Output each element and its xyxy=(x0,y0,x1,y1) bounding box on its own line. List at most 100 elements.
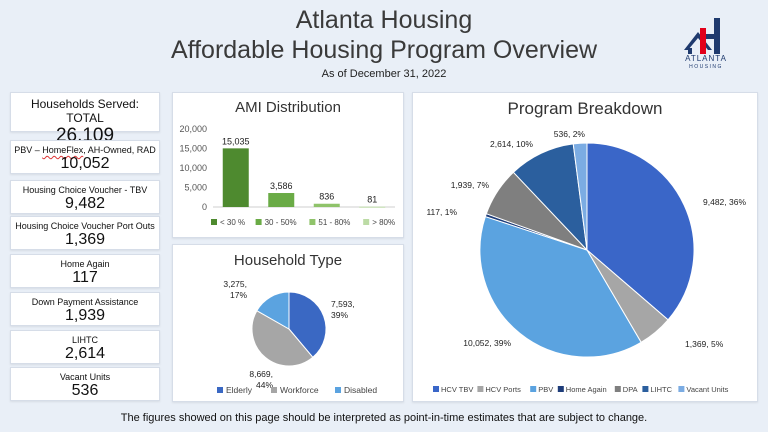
pie-slice-elderly xyxy=(288,291,327,359)
pie-slice-disabled xyxy=(256,291,290,330)
legend-label: DPA xyxy=(623,385,638,394)
y-tick-label: 10,000 xyxy=(179,163,207,173)
y-tick-label: 20,000 xyxy=(179,124,207,134)
kpi-label: Households Served: TOTAL xyxy=(30,97,140,125)
kpi-value: 1,939 xyxy=(64,307,106,324)
disclaimer-footer: The figures showed on this page should b… xyxy=(120,412,648,424)
atlanta-housing-logo xyxy=(684,18,720,54)
bar-data-label: 15,035 xyxy=(222,136,250,146)
kpi-label: PBV – HomeFlex, AH-Owned, RAD xyxy=(14,145,156,155)
legend-label: LIHTC xyxy=(650,385,672,394)
ami-bar-chart: 0 5,000 10,000 15,000 20,000 15,035 3,586 836 81… xyxy=(179,124,395,227)
pie-data-label: 2,614, 10% xyxy=(490,139,533,149)
legend-label: 30 - 50% xyxy=(265,218,297,227)
y-tick-label: 15,000 xyxy=(179,144,207,154)
kpi-value: 117 xyxy=(72,269,98,286)
bar-> 80% xyxy=(359,206,386,208)
kpi-value: 2,614 xyxy=(64,345,106,362)
logo-subtext: HOUSING xyxy=(689,64,723,70)
legend-label: Vacant Units xyxy=(686,385,728,394)
pie-data-label: 536, 2% xyxy=(554,129,586,139)
pie-data-label: 10,052, 39% xyxy=(463,338,511,348)
pie-data-label: 44% xyxy=(256,380,273,390)
legend-swatch xyxy=(309,219,316,225)
kpi-label: Down Payment Assistance xyxy=(31,297,139,307)
kpi-card-hcv-ports: Housing Choice Voucher Port Outs 1,369 xyxy=(10,216,160,250)
pie-slice-hcv-tbv xyxy=(586,142,695,321)
y-tick-label: 5,000 xyxy=(184,183,207,193)
legend-swatch xyxy=(530,386,537,392)
pie-slice-vacant-units xyxy=(572,142,588,251)
legend-swatch xyxy=(363,219,370,225)
legend-swatch xyxy=(557,386,564,392)
legend-swatch xyxy=(255,219,262,225)
legend-label: Home Again xyxy=(566,385,607,394)
kpi-value: 9,482 xyxy=(64,195,106,212)
kpi-value: 536 xyxy=(71,382,99,399)
pie-slice-pbv xyxy=(479,215,642,358)
kpi-label: Vacant Units xyxy=(59,372,111,382)
kpi-card-total: Households Served: TOTAL 26,109 xyxy=(10,92,160,146)
kpi-value: 10,052 xyxy=(60,155,110,172)
kpi-card-hcv-tbv: Housing Choice Voucher - TBV 9,482 xyxy=(10,180,160,214)
ami-distribution-panel: AMI Distribution 0 5,000 10,000 15,000 20,00… xyxy=(172,92,404,238)
household-type-panel: Household Type 7,593, 39% 8,669, 44% 3,275, 1… xyxy=(172,244,404,402)
bar-data-label: 81 xyxy=(367,195,377,205)
legend-label: > 80% xyxy=(372,218,395,227)
chart-title: Program Breakdown xyxy=(507,99,663,118)
legend-swatch xyxy=(271,387,277,393)
legend-label: PBV xyxy=(538,385,553,394)
legend-label: Workforce xyxy=(280,385,319,395)
page-title: Atlanta Housing xyxy=(295,6,473,34)
pie-data-label: 1,939, 7% xyxy=(451,180,490,190)
legend-swatch xyxy=(433,386,439,392)
pie-data-label: 3,275, xyxy=(223,279,247,289)
bar-data-label: 836 xyxy=(319,192,334,202)
legend-label: 51 - 80% xyxy=(318,218,350,227)
kpi-label: Home Again xyxy=(60,259,110,269)
chart-title: AMI Distribution xyxy=(235,99,341,116)
legend-label: Disabled xyxy=(344,385,377,395)
as-of-date: As of December 31, 2022 xyxy=(321,68,447,80)
program-pie-chart: 9,482, 36% 1,369, 5% 10,052, 39% 117, 1% 1,9… xyxy=(426,129,746,394)
kpi-card-home-again: Home Again 117 xyxy=(10,254,160,288)
legend-swatch xyxy=(614,386,621,392)
legend-swatch xyxy=(217,387,223,393)
legend-label: HCV Ports xyxy=(485,385,521,394)
kpi-label: LIHTC xyxy=(71,335,98,345)
legend-swatch xyxy=(642,386,649,392)
chart-title: Household Type xyxy=(233,252,343,269)
kpi-card-lihtc: LIHTC 2,614 xyxy=(10,330,160,364)
y-tick-label: 0 xyxy=(202,202,207,212)
bar-data-label: 3,586 xyxy=(270,181,293,191)
legend-swatch xyxy=(678,386,685,392)
pie-data-label: 17% xyxy=(230,290,247,300)
bar-< 30 % xyxy=(222,148,249,207)
pie-data-label: 1,369, 5% xyxy=(685,339,724,349)
legend-label: HCV TBV xyxy=(441,385,473,394)
program-breakdown-panel: Program Breakdown 9,482, 36% 1,369, 5% 10,… xyxy=(412,92,758,402)
logo-text: ATLANTA xyxy=(685,54,727,63)
kpi-card-dpa: Down Payment Assistance 1,939 xyxy=(10,292,160,326)
pie-data-label: 7,593, xyxy=(331,299,355,309)
household-pie-chart: 7,593,39% 8,669,44% 3,275,17% Elderly Workfo… xyxy=(217,279,377,395)
pie-data-label: 8,669, xyxy=(249,369,273,379)
kpi-value: 1,369 xyxy=(64,231,106,248)
legend-label: Elderly xyxy=(226,385,253,395)
bar-30 - 50% xyxy=(268,193,295,207)
kpi-label: Housing Choice Voucher Port Outs xyxy=(15,221,155,231)
homeflex-link-text: HomeFlex xyxy=(42,145,84,155)
pie-slice-workforce xyxy=(251,310,314,367)
bar-51 - 80% xyxy=(313,203,340,207)
pie-data-label: 39% xyxy=(331,310,348,320)
kpi-card-vacant: Vacant Units 536 xyxy=(10,367,160,401)
legend-swatch xyxy=(335,387,341,393)
legend-label: < 30 % xyxy=(220,218,245,227)
legend-swatch xyxy=(211,219,217,225)
kpi-card-pbv: PBV – HomeFlex, AH-Owned, RAD 10,052 xyxy=(10,140,160,174)
page-subtitle: Affordable Housing Program Overview xyxy=(170,36,598,64)
pie-data-label: 9,482, 36% xyxy=(703,197,746,207)
pie-data-label: 117, 1% xyxy=(426,207,457,217)
kpi-label: Housing Choice Voucher - TBV xyxy=(22,185,148,195)
legend-swatch xyxy=(477,386,484,392)
